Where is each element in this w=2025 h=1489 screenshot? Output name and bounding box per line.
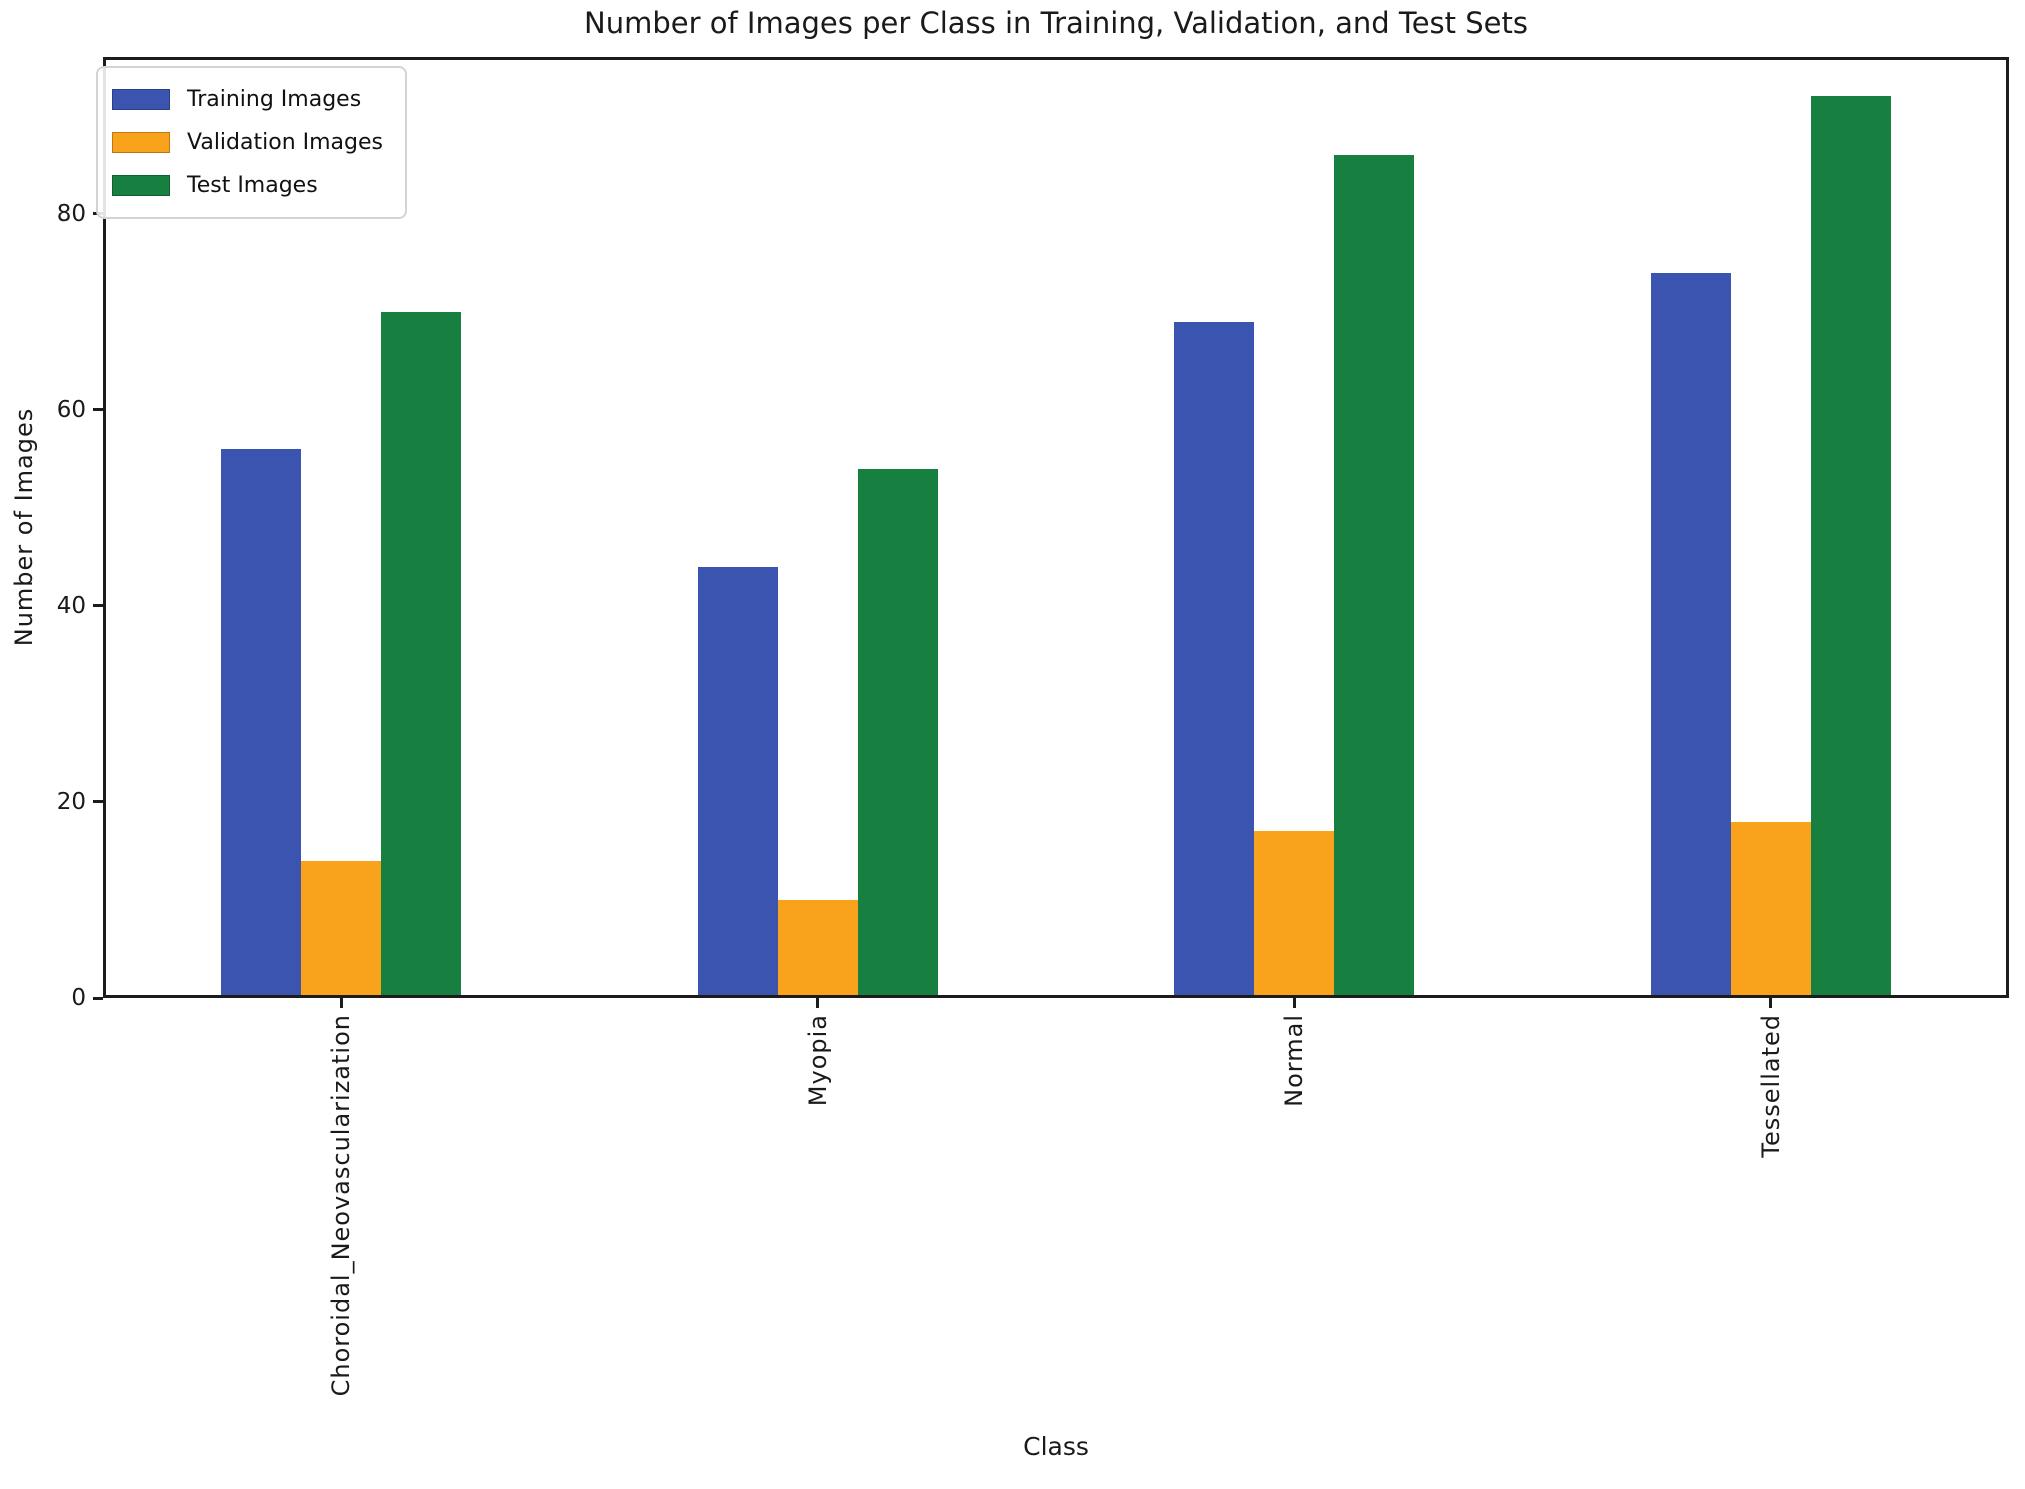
bar-training-images-choroidal_neovascularization (221, 449, 301, 995)
y-tick-label: 80 (56, 201, 86, 227)
x-axis-label: Class (1023, 1432, 1089, 1461)
x-tick-mark (340, 998, 343, 1008)
bar-test-images-tessellated (1811, 96, 1891, 995)
x-tick-label-myopia: Myopia (804, 1014, 832, 1107)
legend-item-test-images: Test Images (112, 164, 383, 207)
bar-validation-images-tessellated (1731, 822, 1811, 995)
legend-item-training-images: Training Images (112, 78, 383, 121)
legend-swatch-test-images (112, 175, 170, 196)
bar-test-images-normal (1334, 155, 1414, 995)
bar-test-images-myopia (858, 469, 938, 995)
y-tick-mark (93, 604, 103, 607)
x-tick-label-choroidal_neovascularization: Choroidal_Neovascularization (327, 1014, 355, 1397)
bar-test-images-choroidal_neovascularization (381, 312, 461, 995)
y-tick-label: 40 (56, 593, 86, 619)
legend-swatch-training-images (112, 89, 170, 110)
bar-training-images-myopia (698, 567, 778, 995)
bar-validation-images-myopia (778, 900, 858, 995)
y-tick-label: 20 (56, 789, 86, 815)
chart-title: Number of Images per Class in Training, … (584, 6, 1528, 40)
legend-label-training-images: Training Images (187, 87, 362, 112)
x-tick-mark (816, 998, 819, 1008)
bar-validation-images-choroidal_neovascularization (301, 861, 381, 995)
legend: Training Images Validation Images Test I… (96, 66, 407, 219)
y-tick-label: 0 (71, 985, 86, 1011)
y-tick-mark (93, 408, 103, 411)
x-tick-mark (1293, 998, 1296, 1008)
bar-training-images-normal (1174, 322, 1254, 995)
y-tick-label: 60 (56, 397, 86, 423)
bar-training-images-tessellated (1651, 273, 1731, 995)
y-tick-mark (93, 800, 103, 803)
x-tick-mark (1769, 998, 1772, 1008)
y-tick-mark (93, 997, 103, 1000)
x-tick-label-normal: Normal (1280, 1014, 1308, 1107)
x-tick-label-tessellated: Tessellated (1757, 1014, 1785, 1158)
legend-item-validation-images: Validation Images (112, 121, 383, 164)
bar-validation-images-normal (1254, 831, 1334, 995)
legend-label-validation-images: Validation Images (187, 130, 383, 155)
legend-label-test-images: Test Images (187, 173, 318, 198)
legend-swatch-validation-images (112, 132, 170, 153)
